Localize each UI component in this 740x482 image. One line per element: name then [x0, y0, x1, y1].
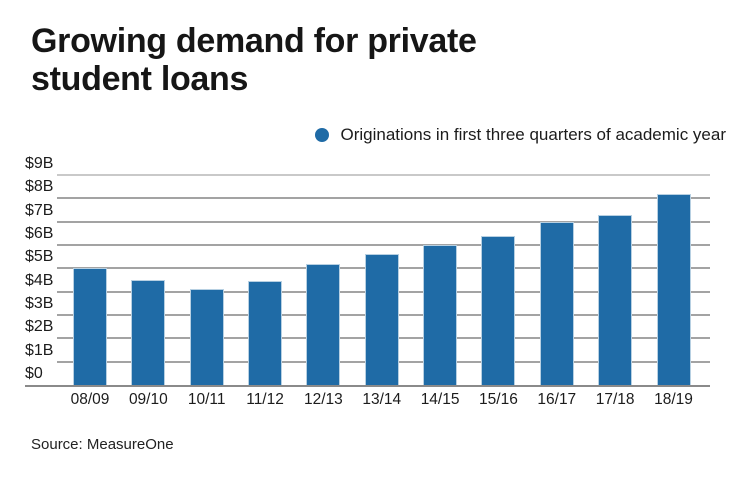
y-tick-label: $4B — [25, 271, 54, 289]
y-tick-label: $7B — [25, 201, 54, 219]
bar-14/15 — [423, 245, 458, 385]
bar-16/17 — [539, 221, 574, 385]
chart-title: Growing demand for private student loans — [31, 22, 477, 99]
legend-dot-icon — [315, 128, 330, 142]
x-tick-label: 16/17 — [537, 391, 577, 408]
bar-12/13 — [306, 263, 341, 385]
y-tick-label: $3B — [25, 295, 54, 312]
x-tick-label: 11/12 — [246, 391, 284, 408]
source-note: Source: MeasureOne — [31, 436, 174, 453]
x-tick-label: 14/15 — [420, 391, 460, 408]
legend: Originations in first three quarters of … — [315, 125, 726, 145]
bar-09/10 — [131, 280, 166, 385]
x-tick-label: 08/09 — [70, 391, 110, 408]
x-tick-label: 15/16 — [479, 391, 518, 408]
gridline-7 — [57, 220, 710, 223]
gridline-9 — [57, 174, 710, 176]
bar-18/19 — [656, 193, 691, 385]
x-tick-label: 10/11 — [187, 391, 226, 408]
y-tick-label: $8B — [25, 178, 54, 196]
x-axis-line — [25, 385, 710, 387]
y-tick-label: $2B — [25, 318, 54, 336]
y-tick-label: $6B — [25, 225, 54, 242]
x-tick-label: 13/14 — [362, 391, 402, 408]
bar-08/09 — [73, 268, 107, 385]
y-tick-label: $9B — [25, 155, 54, 172]
gridline-8 — [57, 197, 710, 200]
bar-chart-plot-area: $9B $8B $7B $6B $5B $4B $3B $2B $1B $0 08/09 09/10 1… — [25, 156, 710, 408]
bar-15/16 — [481, 235, 516, 385]
y-tick-label: $1B — [25, 341, 54, 359]
y-tick-label: $0 — [25, 365, 43, 382]
bar-17/18 — [598, 214, 633, 385]
y-tick-label: $5B — [25, 248, 54, 266]
bar-13/14 — [364, 254, 399, 385]
gridline-6 — [57, 244, 710, 246]
bar-10/11 — [189, 289, 224, 385]
x-tick-label: 17/18 — [595, 391, 635, 408]
x-tick-label: 12/13 — [303, 391, 343, 408]
bar-11/12 — [248, 281, 283, 385]
x-tick-label: 09/10 — [128, 391, 168, 408]
legend-label: Originations in first three quarters of … — [340, 125, 726, 144]
x-tick-label: 18/19 — [654, 391, 693, 408]
